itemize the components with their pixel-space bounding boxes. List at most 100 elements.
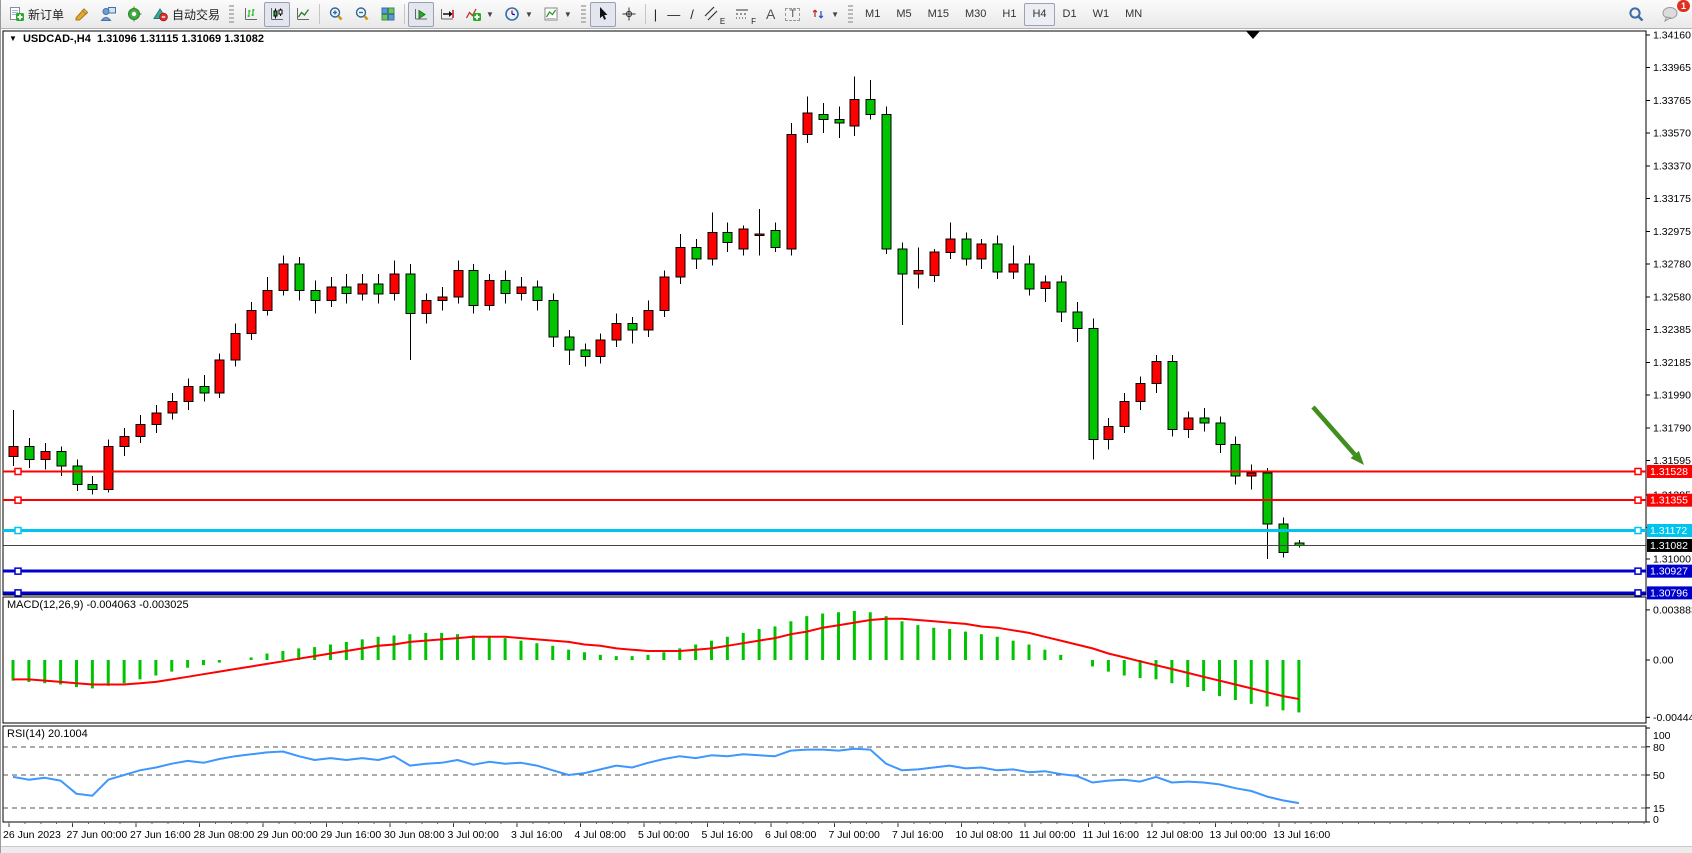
time-tick-label: 3 Jul 00:00 — [448, 829, 500, 841]
trendline-tool-button[interactable]: / — [685, 2, 699, 27]
text-label-tool-button[interactable]: T — [780, 2, 805, 27]
autotrading-icon — [153, 8, 168, 22]
candlestick-chart-button[interactable] — [264, 1, 291, 27]
timeframe-w1-button[interactable]: W1 — [1092, 8, 1110, 20]
time-tick-label: 7 Jul 16:00 — [892, 829, 944, 841]
time-tick-label: 4 Jul 08:00 — [575, 829, 627, 841]
zoom-in-button[interactable] — [323, 2, 349, 27]
price-badge-label: 1.31172 — [1650, 525, 1687, 537]
cursor-icon — [599, 7, 608, 20]
time-tick-label: 30 Jun 08:00 — [384, 829, 445, 841]
news-button[interactable] — [121, 2, 147, 27]
line-handle[interactable] — [14, 589, 22, 597]
speaker-icon — [128, 6, 142, 22]
macd-indicator-label: MACD(12,26,9) -0.004063 -0.003025 — [7, 599, 189, 611]
timeframe-h1-button[interactable]: H1 — [1002, 8, 1017, 20]
macd-tick-label: -0.004442 — [1653, 712, 1692, 724]
chart-shift-icon — [441, 9, 454, 20]
text-tool-button[interactable]: A — [761, 2, 780, 27]
styler-button[interactable] — [69, 2, 95, 27]
line-handle[interactable] — [14, 567, 22, 575]
macd-pane[interactable] — [2, 596, 1647, 724]
time-tick-label: 10 Jul 08:00 — [956, 829, 1013, 841]
channel-tool-button[interactable]: E — [699, 2, 730, 27]
zoom-in-icon — [329, 7, 343, 21]
tile-windows-button[interactable] — [375, 2, 401, 27]
arrows-tool-button[interactable]: ▼ — [805, 2, 844, 27]
vertical-line-tool-button[interactable]: | — [649, 2, 662, 27]
line-handle[interactable] — [1634, 496, 1642, 504]
autotrading-button[interactable]: 自动交易 — [147, 2, 225, 27]
arrow-object[interactable] — [1311, 405, 1357, 456]
price-tick-label: 1.31790 — [1653, 423, 1691, 435]
line-chart-button[interactable] — [290, 2, 316, 27]
timeframe-d1-button[interactable]: D1 — [1062, 8, 1077, 20]
line-handle[interactable] — [1634, 467, 1642, 476]
fibonacci-tool-button[interactable]: F — [730, 2, 761, 27]
price-badge-label: 1.31082 — [1650, 540, 1688, 552]
line-handle[interactable] — [14, 496, 22, 504]
price-tick-label: 1.33570 — [1653, 127, 1691, 139]
symbol-collapse-icon[interactable]: ▼ — [9, 34, 17, 43]
new-order-button[interactable]: 新订单 — [3, 2, 69, 27]
bar-chart-button[interactable] — [238, 2, 264, 27]
price-tick-label: 1.32580 — [1653, 292, 1691, 304]
toolbar-grip — [848, 5, 854, 23]
arrow-object-head[interactable] — [1350, 450, 1364, 465]
timeframe-m15-button[interactable]: M15 — [927, 8, 950, 20]
line-handle[interactable] — [14, 526, 22, 535]
toolbar-grip — [229, 5, 235, 23]
clock-icon — [505, 7, 519, 21]
line-handle[interactable] — [1634, 526, 1642, 535]
line-handle[interactable] — [14, 467, 22, 476]
price-badge-label: 1.31355 — [1650, 495, 1688, 507]
auto-scroll-button[interactable] — [408, 1, 435, 27]
indicators-button[interactable]: ▼ — [460, 2, 499, 27]
timeframe-mn-button[interactable]: MN — [1125, 8, 1143, 20]
search-button[interactable] — [1623, 2, 1650, 27]
line-handle[interactable] — [1634, 567, 1642, 575]
terminal-button[interactable] — [95, 2, 121, 27]
zoom-out-button[interactable] — [349, 2, 375, 27]
symbol-label: USDCAD-,H4 — [22, 33, 91, 45]
price-tick-label: 1.33175 — [1653, 193, 1691, 205]
rsi-indicator-label: RSI(14) 20.1004 — [7, 728, 88, 740]
text-tool-icon: A — [766, 6, 776, 22]
equidistant-channel-icon — [704, 6, 718, 21]
chat-bubble-icon — [1662, 7, 1678, 22]
toolbar-separator — [319, 4, 321, 24]
trendline-icon: / — [690, 6, 694, 22]
bar-chart-icon — [245, 8, 258, 20]
time-tick-label: 6 Jul 08:00 — [765, 829, 817, 841]
line-handle[interactable] — [1634, 589, 1642, 597]
toolbar-separator — [404, 4, 406, 24]
timeframe-h4-button[interactable]: H4 — [1024, 2, 1055, 26]
auto-scroll-icon — [415, 9, 428, 20]
fibonacci-icon — [736, 9, 749, 19]
timeframe-m5-button[interactable]: M5 — [896, 8, 912, 20]
cursor-tool-button[interactable] — [589, 1, 616, 27]
crosshair-tool-button[interactable] — [616, 2, 642, 27]
time-tick-label: 11 Jul 00:00 — [1019, 829, 1076, 841]
dropdown-arrow-icon: ▼ — [563, 9, 572, 19]
fibonacci-letter: F — [751, 16, 757, 26]
notifications-button[interactable]: 1 — [1656, 0, 1691, 27]
chart-shift-button[interactable] — [434, 2, 460, 27]
price-badge-label: 1.30796 — [1650, 587, 1688, 599]
timeframe-m1-button[interactable]: M1 — [865, 8, 881, 20]
templates-button[interactable]: ▼ — [538, 2, 577, 27]
vertical-line-icon: | — [653, 6, 658, 22]
indicators-icon — [465, 8, 482, 21]
rsi-tick-label: 0 — [1653, 814, 1659, 826]
time-tick-label: 3 Jul 16:00 — [511, 829, 563, 841]
price-tick-label: 1.32975 — [1653, 226, 1691, 238]
autotrading-label: 自动交易 — [172, 7, 221, 22]
macd-tick-label: 0.00 — [1653, 655, 1674, 667]
horizontal-line-tool-button[interactable]: — — [662, 2, 685, 27]
timeframe-m30-button[interactable]: M30 — [965, 8, 987, 20]
periods-button[interactable]: ▼ — [499, 2, 538, 27]
rsi-pane[interactable] — [2, 725, 1647, 823]
